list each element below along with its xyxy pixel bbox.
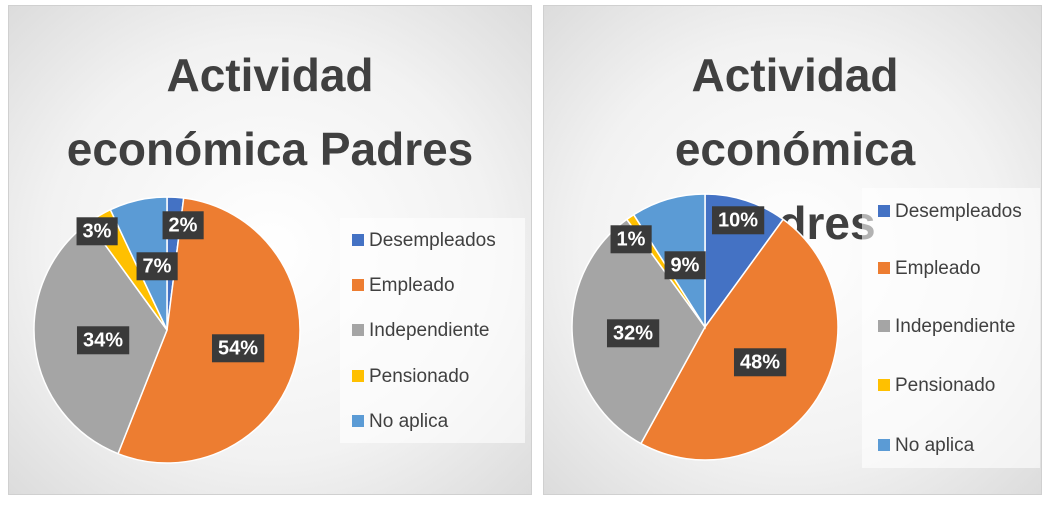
legend-swatch <box>878 205 890 217</box>
legend-box <box>862 188 1040 468</box>
data-label: 2% <box>169 214 198 236</box>
data-label-box <box>606 319 660 348</box>
legend-box <box>340 218 525 443</box>
data-label: 9% <box>671 254 700 276</box>
pie-slice <box>639 218 839 461</box>
legend-swatch <box>878 262 890 274</box>
data-label: 3% <box>83 220 112 242</box>
pie-slice <box>117 197 301 464</box>
data-label-box <box>136 252 178 281</box>
legend-label: Pensionado <box>895 375 995 396</box>
data-label-box <box>733 348 787 377</box>
legend-swatch <box>352 279 364 291</box>
legend-label: No aplica <box>895 435 975 456</box>
data-label-box <box>664 251 706 280</box>
data-label-box <box>711 206 765 235</box>
data-label: 48% <box>740 351 780 373</box>
legend-swatch <box>878 439 890 451</box>
legend-swatch <box>878 320 890 332</box>
legend-swatch <box>352 234 364 246</box>
legend-label: No aplica <box>369 411 449 432</box>
chart-title: Actividad económica Padres <box>66 49 474 175</box>
legend-swatch <box>352 370 364 382</box>
data-label: 54% <box>218 337 258 359</box>
data-label: 1% <box>617 228 646 250</box>
legend-label: Desempleados <box>369 230 496 251</box>
data-label: 10% <box>718 209 758 231</box>
data-label-box <box>211 334 265 363</box>
data-label: 32% <box>613 322 653 344</box>
legend-swatch <box>352 415 364 427</box>
legend-label: Empleado <box>369 275 455 296</box>
data-label-box <box>76 326 130 355</box>
legend-label: Pensionado <box>369 366 469 387</box>
legend-label: Independiente <box>369 320 489 341</box>
legend-swatch <box>352 324 364 336</box>
legend-label: Independiente <box>895 316 1015 337</box>
data-label-box <box>76 217 118 246</box>
legend-label: Desempleados <box>895 201 1022 222</box>
data-label-box <box>610 225 652 254</box>
legend-label: Empleado <box>895 258 981 279</box>
data-label: 7% <box>143 255 172 277</box>
data-label: 34% <box>83 329 123 351</box>
legend-swatch <box>878 379 890 391</box>
data-label-box <box>162 211 204 240</box>
